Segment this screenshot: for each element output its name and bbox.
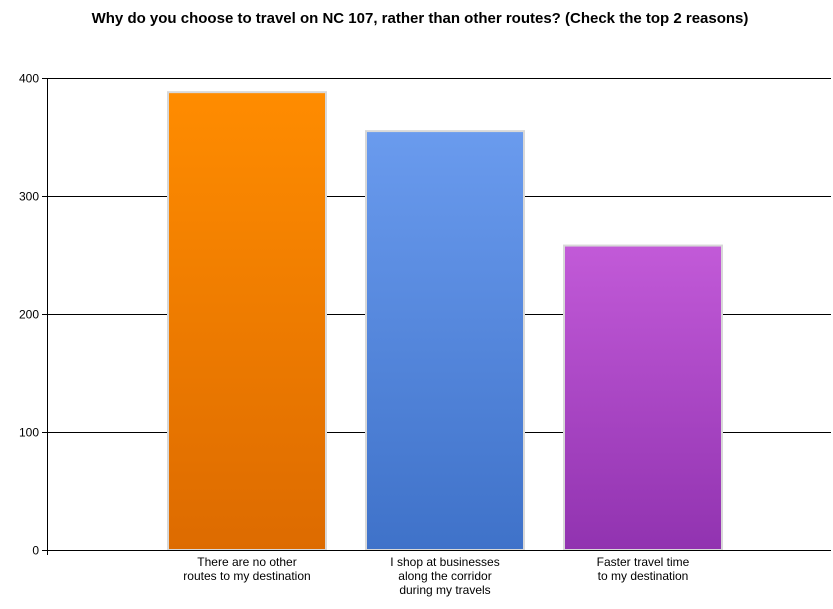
y-tick-label: 100 <box>19 426 39 440</box>
bars <box>167 91 723 551</box>
x-category-label: There are no other routes to my destinati… <box>183 555 310 583</box>
x-category-labels: There are no other routes to my destinati… <box>183 555 689 597</box>
y-tick-label: 0 <box>32 544 39 558</box>
x-category-label: Faster travel time to my destination <box>597 555 690 583</box>
bar-3 <box>563 244 723 551</box>
y-tick-label: 200 <box>19 308 39 322</box>
y-tick-label: 300 <box>19 190 39 204</box>
chart-title: Why do you choose to travel on NC 107, r… <box>91 10 749 27</box>
y-tick-label: 400 <box>19 72 39 86</box>
bar-2 <box>365 130 525 551</box>
y-tick-labels: 0 100 200 300 400 <box>19 72 39 558</box>
x-category-label: I shop at businesses along the corridor du… <box>390 555 499 597</box>
bar-1 <box>167 91 327 551</box>
axes <box>42 78 831 555</box>
